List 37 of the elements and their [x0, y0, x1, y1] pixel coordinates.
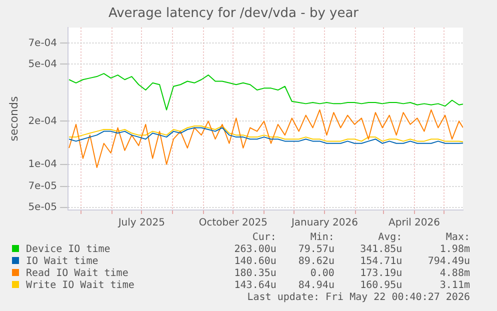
legend-label: IO Wait time	[25, 256, 100, 268]
x-tick-label: October 2025	[198, 218, 268, 229]
text: 89.62u	[297, 256, 334, 268]
y-tick-label: 2e-04	[28, 116, 58, 127]
chart-title: Average latency for /dev/vda - by year	[108, 6, 360, 22]
text: 84.94u	[297, 280, 334, 292]
text: Last update: Fri May 22 00:40:27 2026	[246, 292, 470, 304]
x-tick-label: January 2026	[290, 218, 358, 229]
text: 143.64u	[233, 280, 276, 292]
legend-label: Read IO Wait time	[25, 268, 130, 280]
text: 173.19u	[359, 268, 402, 280]
text: Min:	[309, 232, 334, 244]
text: 154.71u	[359, 256, 402, 268]
y-axis-title: seconds	[7, 96, 20, 142]
text: 263.00u	[233, 244, 276, 256]
text: 4.88m	[438, 268, 470, 280]
x-tick-label: July 2025	[117, 218, 165, 229]
text: 794.49u	[426, 256, 470, 268]
text: 160.95u	[359, 280, 402, 292]
y-tick-label: 7e-04	[28, 38, 58, 49]
y-tick-label: 5e-05	[28, 202, 58, 214]
text: 140.60u	[233, 256, 276, 268]
y-tick-label: 1e-04	[28, 158, 58, 170]
text: 1.98m	[438, 244, 470, 256]
text: 180.35u	[233, 268, 276, 280]
text: 3.11m	[438, 280, 470, 292]
legend-label: Device IO time	[25, 244, 112, 256]
x-tick-label: April 2026	[388, 218, 440, 229]
text: Avg:	[377, 232, 402, 244]
text: 0.00	[309, 268, 334, 280]
legend-label: Write IO Wait time	[25, 280, 136, 292]
y-tick-label: 7e-05	[28, 181, 58, 192]
text: Max:	[444, 232, 470, 244]
text: 79.57u	[297, 244, 334, 256]
text: Cur:	[251, 232, 276, 244]
y-tick-label: 5e-04	[28, 58, 58, 70]
text: 341.85u	[359, 244, 402, 256]
